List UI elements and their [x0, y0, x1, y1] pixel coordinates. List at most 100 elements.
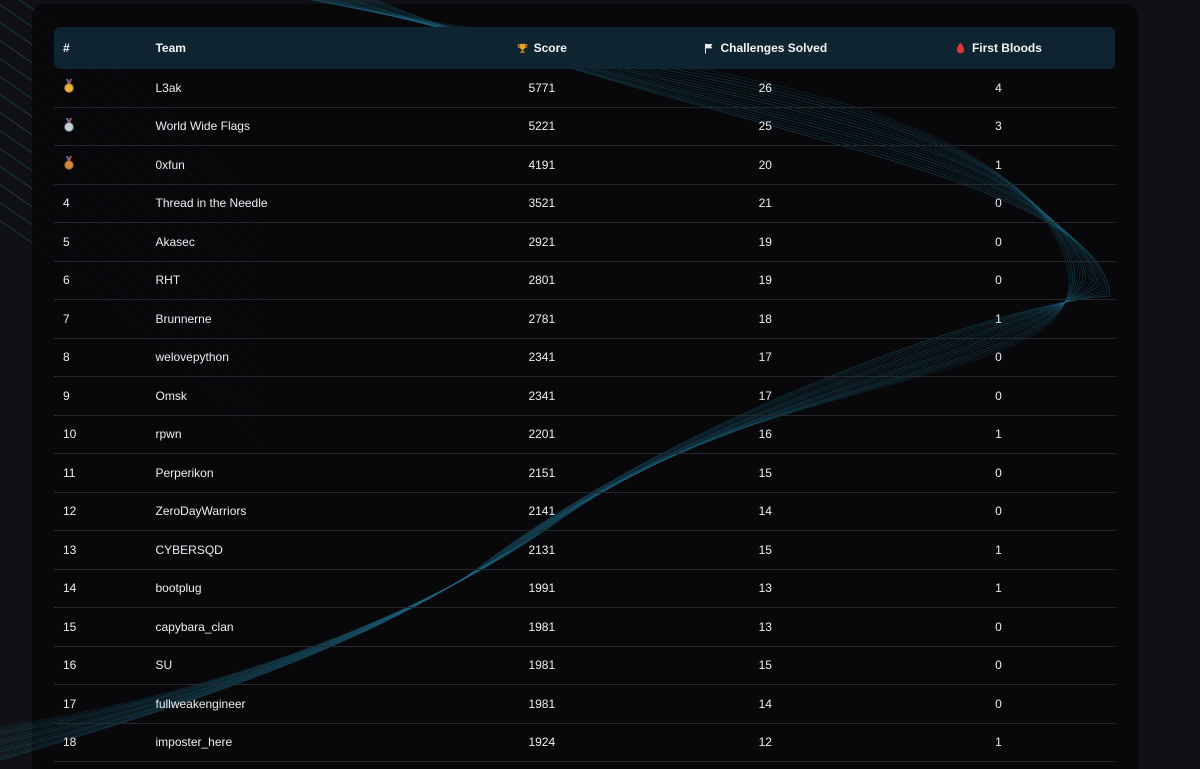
team-name[interactable]: SU [155, 658, 173, 673]
rank-cell: 13 [63, 542, 77, 557]
rank-cell: 15 [63, 619, 77, 634]
first-bloods-cell: 3 [995, 119, 1002, 134]
solved-cell: 13 [758, 581, 772, 596]
table-row[interactable]: 15 capybara_clan 1981 13 0 [54, 608, 1115, 647]
solved-cell: 16 [758, 427, 772, 442]
solved-cell: 15 [758, 465, 772, 480]
flag-icon [703, 42, 715, 54]
table-row[interactable]: 14 bootplug 1991 13 1 [54, 570, 1115, 608]
scoreboard-table: # Team Score [54, 27, 1115, 762]
header-rank[interactable]: # [63, 41, 70, 55]
score-cell: 2141 [528, 504, 556, 519]
score-cell: 2341 [528, 350, 556, 365]
rank-cell: 14 [63, 581, 77, 596]
table-row[interactable]: 11 Perperikon 2151 15 0 [54, 454, 1115, 493]
header-team[interactable]: Team [155, 41, 186, 55]
rank-cell: 17 [63, 696, 77, 711]
first-bloods-cell: 1 [995, 735, 1002, 750]
table-row[interactable]: 10 rpwn 2201 16 1 [54, 416, 1115, 454]
solved-cell: 14 [758, 504, 772, 519]
rank-cell: 18 [63, 735, 77, 750]
team-name[interactable]: fullweakengineer [155, 696, 246, 711]
score-cell: 2801 [528, 273, 556, 288]
rank-cell: 4 [63, 196, 70, 211]
score-cell: 1991 [528, 581, 556, 596]
team-name[interactable]: CYBERSQD [155, 542, 223, 557]
rank-cell: 10 [63, 427, 77, 442]
header-solved[interactable]: Challenges Solved [649, 41, 882, 55]
trophy-icon [517, 42, 529, 54]
solved-cell: 15 [758, 658, 772, 673]
rank-cell: 5 [63, 234, 70, 249]
first-bloods-cell: 0 [995, 273, 1002, 288]
team-name[interactable]: bootplug [155, 581, 202, 596]
score-cell: 5771 [528, 80, 556, 95]
table-header: # Team Score [54, 27, 1115, 69]
table-row[interactable]: 6 RHT 2801 19 0 [54, 262, 1115, 300]
first-bloods-cell: 1 [995, 581, 1002, 596]
score-cell: 5221 [528, 119, 556, 134]
score-cell: 4191 [528, 157, 556, 172]
table-row[interactable]: World Wide Flags 5221 25 3 [54, 108, 1115, 146]
solved-cell: 19 [758, 234, 772, 249]
rank-cell [54, 117, 155, 135]
table-row[interactable]: 13 CYBERSQD 2131 15 1 [54, 531, 1115, 570]
team-name[interactable]: Brunnerne [155, 311, 212, 326]
header-score[interactable]: Score [435, 41, 649, 55]
team-name[interactable]: L3ak [155, 80, 182, 95]
team-name[interactable]: welovepython [155, 350, 229, 365]
header-bloods[interactable]: First Bloods [882, 41, 1115, 55]
solved-cell: 26 [758, 80, 772, 95]
team-name[interactable]: capybara_clan [155, 619, 234, 634]
table-row[interactable]: 8 welovepython 2341 17 0 [54, 339, 1115, 377]
first-bloods-cell: 1 [995, 311, 1002, 326]
header-score-label: Score [533, 41, 567, 55]
header-solved-label: Challenges Solved [720, 41, 828, 55]
gold-medal-icon [63, 79, 75, 94]
table-row[interactable]: 4 Thread in the Needle 3521 21 0 [54, 185, 1115, 223]
table-row[interactable]: 7 Brunnerne 2781 18 1 [54, 300, 1115, 339]
first-bloods-cell: 0 [995, 658, 1002, 673]
team-name[interactable]: 0xfun [155, 157, 185, 172]
score-cell: 1924 [528, 735, 556, 750]
table-row[interactable]: 16 SU 1981 15 0 [54, 647, 1115, 685]
first-bloods-cell: 4 [995, 80, 1002, 95]
table-row[interactable]: L3ak 5771 26 4 [54, 69, 1115, 108]
table-row[interactable]: 17 fullweakengineer 1981 14 0 [54, 685, 1115, 724]
rank-cell: 8 [63, 350, 70, 365]
team-name[interactable]: rpwn [155, 427, 182, 442]
team-name[interactable]: Perperikon [155, 465, 214, 480]
rank-cell: 7 [63, 311, 70, 326]
score-cell: 1981 [528, 696, 556, 711]
table-row[interactable]: 12 ZeroDayWarriors 2141 14 0 [54, 493, 1115, 531]
solved-cell: 21 [758, 196, 772, 211]
team-name[interactable]: imposter_here [155, 735, 233, 750]
rank-cell: 9 [63, 388, 70, 403]
team-name[interactable]: Omsk [155, 388, 187, 403]
rank-cell: 6 [63, 273, 70, 288]
first-bloods-cell: 0 [995, 388, 1002, 403]
table-row[interactable]: 9 Omsk 2341 17 0 [54, 377, 1115, 416]
solved-cell: 12 [758, 735, 772, 750]
table-row[interactable]: 0xfun 4191 20 1 [54, 146, 1115, 185]
table-row[interactable]: 5 Akasec 2921 19 0 [54, 223, 1115, 262]
score-cell: 1981 [528, 619, 556, 634]
solved-cell: 15 [758, 542, 772, 557]
table-body: L3ak 5771 26 4 World Wide Flags 5221 25 3 0xfun 4… [54, 69, 1115, 762]
first-bloods-cell: 1 [995, 542, 1002, 557]
score-cell: 2781 [528, 311, 556, 326]
team-name[interactable]: RHT [155, 273, 181, 288]
first-bloods-cell: 0 [995, 234, 1002, 249]
rank-cell [54, 156, 155, 173]
team-name[interactable]: Thread in the Needle [155, 196, 268, 211]
solved-cell: 17 [758, 350, 772, 365]
team-name[interactable]: World Wide Flags [155, 119, 250, 134]
team-name[interactable]: Akasec [155, 234, 195, 249]
table-row[interactable]: 18 imposter_here 1924 12 1 [54, 724, 1115, 762]
team-name[interactable]: ZeroDayWarriors [155, 504, 247, 519]
score-cell: 3521 [528, 196, 556, 211]
solved-cell: 25 [758, 119, 772, 134]
rank-cell [54, 79, 155, 96]
first-bloods-cell: 1 [995, 157, 1002, 172]
